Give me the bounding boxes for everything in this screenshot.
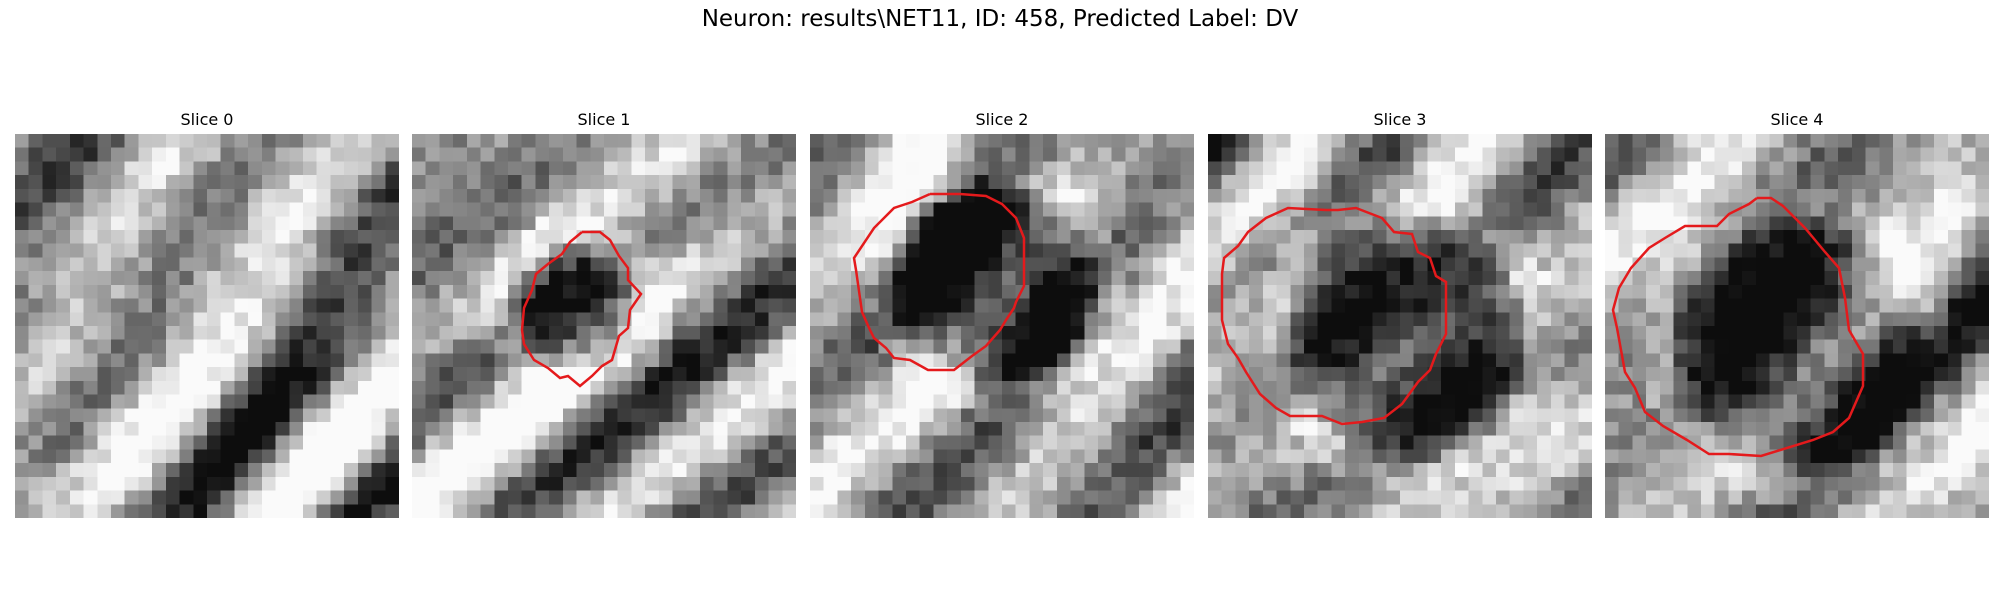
slice-image <box>1208 134 1592 518</box>
panel-title: Slice 1 <box>577 110 631 129</box>
panel-title: Slice 2 <box>975 110 1029 129</box>
roi-contour-overlay <box>1611 196 1865 458</box>
panel-title: Slice 4 <box>1770 110 1824 129</box>
slice-image <box>412 134 796 518</box>
panel-title: Slice 0 <box>180 110 234 129</box>
slice-image <box>1605 134 1989 518</box>
roi-contour-overlay <box>852 192 1026 372</box>
figure-title: Neuron: results\NET11, ID: 458, Predicte… <box>701 6 1299 32</box>
roi-contour <box>852 192 1026 372</box>
roi-contour-overlay <box>1220 206 1448 426</box>
slice-image <box>15 134 399 518</box>
roi-contour <box>1611 196 1865 458</box>
roi-contour <box>520 230 643 388</box>
roi-contour <box>1220 206 1448 426</box>
roi-contour-overlay <box>520 230 643 388</box>
panel-title: Slice 3 <box>1373 110 1427 129</box>
